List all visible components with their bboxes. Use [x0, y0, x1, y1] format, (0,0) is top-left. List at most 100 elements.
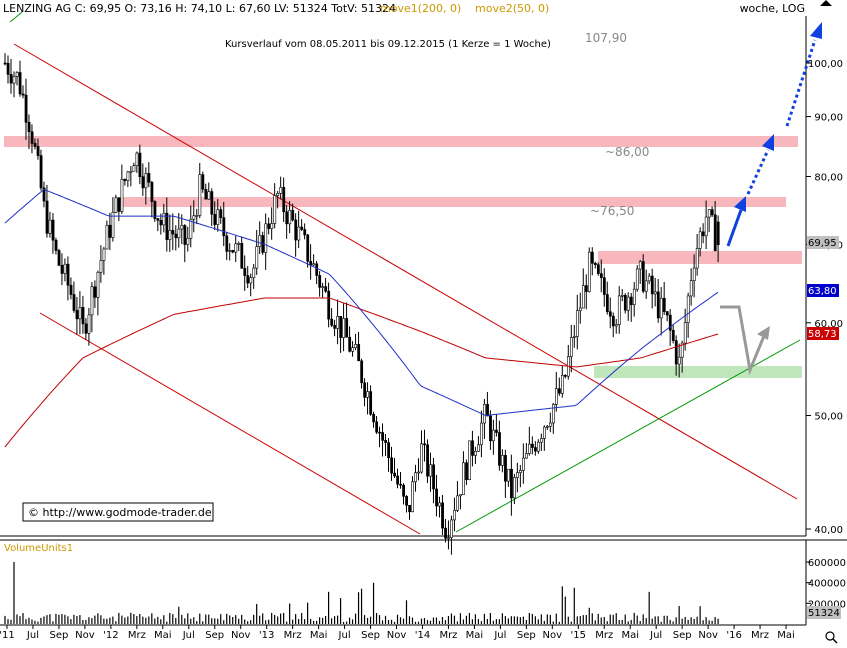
candle-body: [489, 415, 492, 442]
candle-body: [66, 263, 70, 286]
candle-body: [704, 216, 708, 237]
candle-body: [647, 275, 651, 282]
candle-body: [555, 388, 558, 405]
candle-body: [51, 219, 55, 241]
volume-tick-label: 600000: [808, 558, 846, 569]
y-tick-label: 90,00: [814, 113, 843, 124]
candle-body: [360, 360, 364, 384]
candle-body: [174, 233, 178, 239]
candle-body: [228, 250, 232, 252]
candle-body: [498, 432, 501, 466]
candle-body: [620, 295, 624, 297]
candle-body: [372, 414, 376, 423]
candle-body: [659, 297, 663, 319]
candle-body: [605, 294, 609, 313]
x-tick-label: '13: [259, 630, 274, 641]
candle-body: [363, 382, 367, 398]
candle-body: [75, 310, 79, 320]
candle-body: [599, 273, 603, 279]
candle-body: [324, 286, 328, 292]
candle-body: [384, 440, 388, 443]
legend-ma50: move2(50, 0): [475, 2, 549, 15]
candle-body: [680, 342, 684, 358]
candle-body: [93, 286, 97, 298]
candle-body: [36, 146, 40, 156]
candle-body: [108, 224, 112, 238]
header-info: LENZING AG C: 69,95 O: 73,16 H: 74,10 L:…: [3, 2, 396, 15]
candle-body: [114, 197, 118, 213]
candle-body: [225, 235, 229, 252]
candle-body: [602, 277, 606, 295]
candle-body: [411, 481, 414, 513]
candle-body: [683, 322, 687, 344]
candle-body: [267, 223, 271, 229]
candle-body: [141, 176, 145, 189]
candle-body: [617, 295, 621, 325]
candle-body: [291, 210, 295, 221]
ma200-badge-text: 58,73: [808, 329, 837, 340]
candle-body: [177, 228, 181, 239]
candle-body: [468, 440, 471, 480]
x-tick-label: Sep: [361, 630, 380, 641]
candle-body: [288, 210, 292, 225]
candle-body: [27, 122, 31, 133]
candle-body: [513, 477, 516, 499]
candle-body: [369, 391, 373, 415]
candle-body: [300, 226, 304, 230]
candle-body: [471, 440, 474, 456]
candle-body: [132, 165, 136, 172]
candle-body: [558, 388, 561, 394]
candle-body: [105, 224, 109, 250]
candle-body: [563, 375, 567, 377]
candle-body: [195, 215, 199, 217]
candle-body: [692, 267, 696, 281]
candle-body: [441, 502, 444, 529]
candle-body: [662, 297, 666, 312]
candle-body: [525, 453, 528, 459]
ma200-line: [4, 297, 719, 448]
candle-body: [348, 336, 352, 352]
candle-body: [48, 219, 52, 234]
candle-body: [429, 464, 432, 477]
candle-body: [459, 494, 462, 497]
x-tick-label: Jul: [493, 630, 506, 641]
scroll-up-icon[interactable]: [820, 0, 832, 6]
x-tick-label: Mai: [777, 630, 795, 641]
x-tick-label: Nov: [75, 630, 95, 641]
candle-body: [312, 263, 316, 266]
candle-body: [144, 173, 148, 189]
candle-body: [632, 288, 636, 306]
volume-badge-text: 51324: [808, 608, 840, 619]
candle-body: [519, 469, 522, 473]
x-tick-label: Sep: [50, 630, 69, 641]
x-tick-label: Mai: [310, 630, 328, 641]
candle-body: [282, 187, 286, 213]
candle-body: [99, 260, 103, 273]
candle-body: [668, 314, 672, 331]
candle-body: [590, 251, 594, 264]
candle-body: [549, 422, 552, 427]
candle-body: [366, 391, 370, 398]
candle-body: [15, 72, 19, 77]
candle-body: [63, 263, 67, 274]
candle-body: [162, 212, 166, 226]
zoom-icon[interactable]: [825, 631, 838, 644]
candle-body: [375, 421, 379, 433]
candle-body: [462, 462, 465, 495]
volume-label: VolumeUnits1: [4, 543, 73, 554]
projection-arrow-2: [746, 149, 770, 195]
candle-body: [677, 356, 681, 365]
candle-body: [671, 329, 675, 341]
candle-body: [12, 76, 16, 84]
candle-body: [698, 231, 702, 249]
candle-body: [102, 248, 106, 261]
candle-body: [120, 179, 124, 212]
candle-body: [572, 336, 576, 338]
y-tick-label: 40,00: [814, 525, 843, 536]
resistance-zone-68: [598, 251, 802, 264]
candle-body: [192, 215, 196, 220]
candle-body: [159, 220, 163, 226]
candle-body: [153, 201, 157, 219]
